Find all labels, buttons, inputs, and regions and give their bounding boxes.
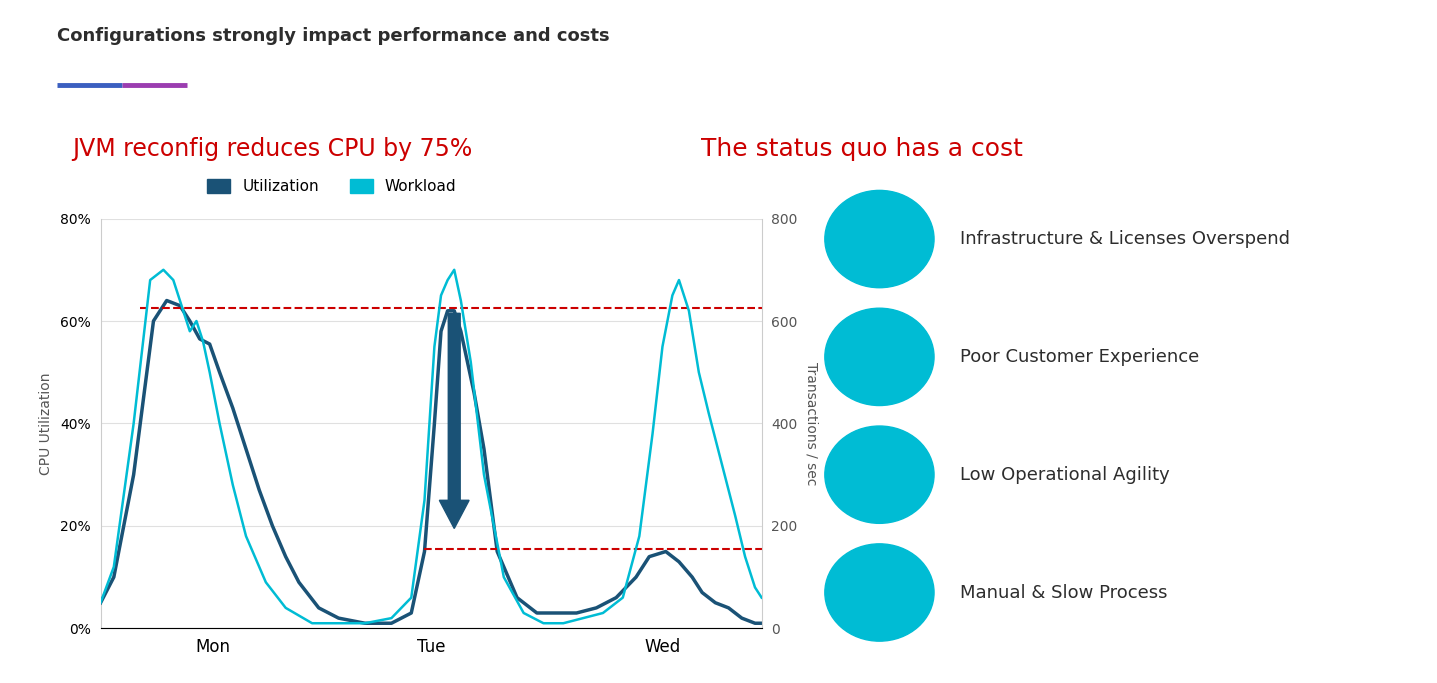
Legend: Utilization, Workload: Utilization, Workload (201, 173, 463, 200)
Circle shape (825, 544, 934, 641)
Text: JVM reconfig reduces CPU by 75%: JVM reconfig reduces CPU by 75% (72, 137, 473, 161)
Text: The status quo has a cost: The status quo has a cost (701, 137, 1023, 161)
Text: Configurations strongly impact performance and costs: Configurations strongly impact performan… (57, 27, 611, 45)
Circle shape (825, 191, 934, 288)
Text: Manual & Slow Process: Manual & Slow Process (960, 583, 1167, 602)
Y-axis label: CPU Utilization: CPU Utilization (39, 372, 53, 475)
Text: Poor Customer Experience: Poor Customer Experience (960, 348, 1198, 366)
Text: Infrastructure & Licenses Overspend: Infrastructure & Licenses Overspend (960, 230, 1290, 248)
Y-axis label: Transactions / sec: Transactions / sec (805, 362, 819, 485)
FancyArrow shape (440, 313, 468, 529)
Circle shape (825, 308, 934, 406)
Text: Low Operational Agility: Low Operational Agility (960, 466, 1170, 484)
Circle shape (825, 426, 934, 523)
